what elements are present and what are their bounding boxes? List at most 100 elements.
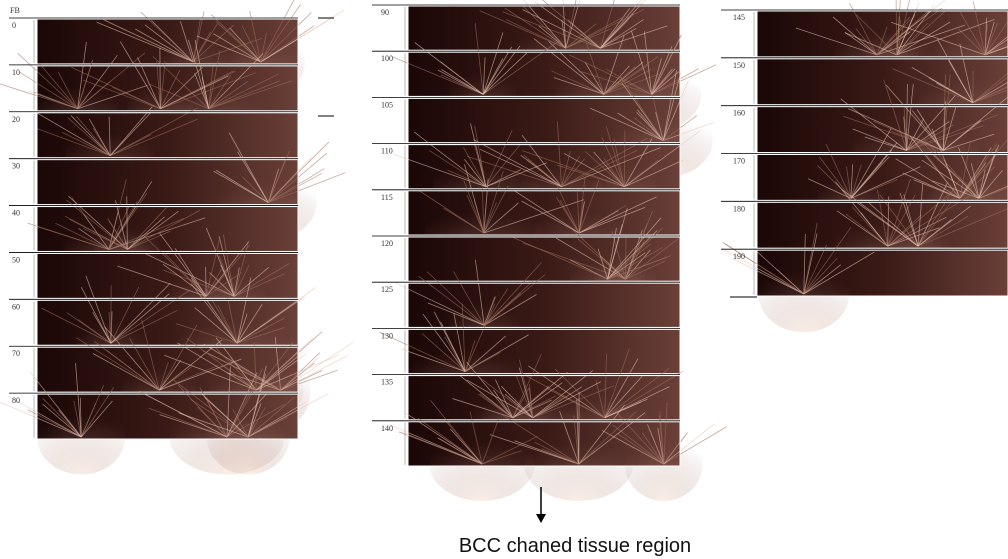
streak — [7, 395, 82, 438]
streak — [972, 72, 1008, 103]
streak — [578, 177, 586, 234]
streak — [41, 307, 112, 344]
streak — [247, 403, 262, 438]
streak — [643, 30, 652, 95]
streak — [573, 415, 580, 465]
streak — [234, 263, 290, 297]
streak — [532, 386, 583, 419]
streak — [464, 303, 495, 372]
streak — [85, 275, 112, 344]
streak — [917, 219, 952, 247]
streak — [127, 216, 165, 250]
streak — [192, 18, 201, 62]
streak — [603, 158, 625, 188]
streak — [260, 17, 333, 63]
panel-label: 180 — [733, 204, 745, 213]
streak — [538, 25, 566, 49]
streak — [466, 379, 533, 419]
streak — [906, 83, 908, 151]
streak — [64, 215, 128, 250]
streak — [561, 19, 567, 49]
streak — [607, 252, 646, 280]
streak — [237, 327, 285, 344]
streak — [80, 287, 112, 344]
streak — [158, 360, 182, 391]
streak — [143, 234, 207, 297]
streak — [565, 15, 626, 49]
streak — [959, 11, 986, 56]
streak — [565, 28, 612, 49]
streak — [584, 151, 625, 188]
streak — [846, 166, 852, 199]
corner-label: FB — [10, 6, 20, 15]
streak — [631, 30, 652, 95]
streak — [512, 189, 580, 234]
streak — [522, 150, 625, 188]
streak — [42, 403, 82, 438]
streak — [232, 409, 249, 438]
streak — [607, 243, 651, 280]
streak — [401, 348, 466, 372]
streak — [483, 281, 534, 326]
streak — [42, 398, 82, 438]
streak — [534, 441, 579, 465]
streak — [657, 427, 665, 465]
streak — [848, 108, 944, 151]
streak — [651, 46, 673, 95]
streak — [58, 409, 82, 438]
streak — [515, 375, 534, 418]
streak — [215, 21, 262, 63]
panel: 80 — [0, 363, 328, 475]
streak — [532, 381, 601, 419]
streak — [110, 107, 198, 157]
streak — [593, 151, 625, 188]
panel-clip-border — [756, 154, 1008, 201]
panel-clip-border — [407, 5, 681, 51]
streak — [190, 283, 238, 344]
streak — [247, 401, 307, 438]
streak — [942, 74, 951, 151]
streak — [561, 155, 581, 188]
streak — [208, 50, 221, 109]
streak — [473, 200, 485, 234]
streak — [803, 234, 806, 295]
streak — [127, 210, 200, 250]
streak — [208, 81, 248, 110]
panel-label: 80 — [12, 396, 20, 405]
streak — [807, 178, 852, 199]
streak — [229, 27, 262, 63]
streak — [604, 386, 670, 419]
streak — [557, 164, 625, 188]
streak — [108, 116, 111, 156]
panel-label: 30 — [12, 162, 20, 171]
streak — [556, 121, 562, 187]
panel-clip-border — [36, 18, 299, 65]
streak — [77, 319, 112, 344]
streak — [633, 117, 664, 141]
streak — [590, 107, 664, 141]
streak — [68, 195, 128, 250]
panel-label: 105 — [381, 100, 393, 109]
streak — [948, 60, 974, 103]
streak — [662, 70, 677, 141]
streak — [850, 164, 854, 199]
streak — [624, 159, 684, 188]
streak — [37, 112, 111, 157]
streak — [978, 187, 1008, 199]
streak — [984, 20, 1008, 56]
streak — [663, 122, 714, 141]
streak — [469, 411, 483, 465]
streak — [578, 179, 600, 234]
streak — [413, 131, 487, 188]
streak — [917, 208, 1008, 247]
streak — [141, 319, 160, 391]
panel-clip-border — [36, 65, 299, 112]
streak — [732, 258, 804, 295]
streak — [959, 43, 974, 103]
streak — [108, 311, 112, 344]
streak — [528, 384, 534, 418]
streak — [429, 150, 487, 188]
streak — [159, 232, 207, 297]
panel-clip-border — [407, 144, 681, 190]
panel-label: 40 — [12, 209, 20, 218]
